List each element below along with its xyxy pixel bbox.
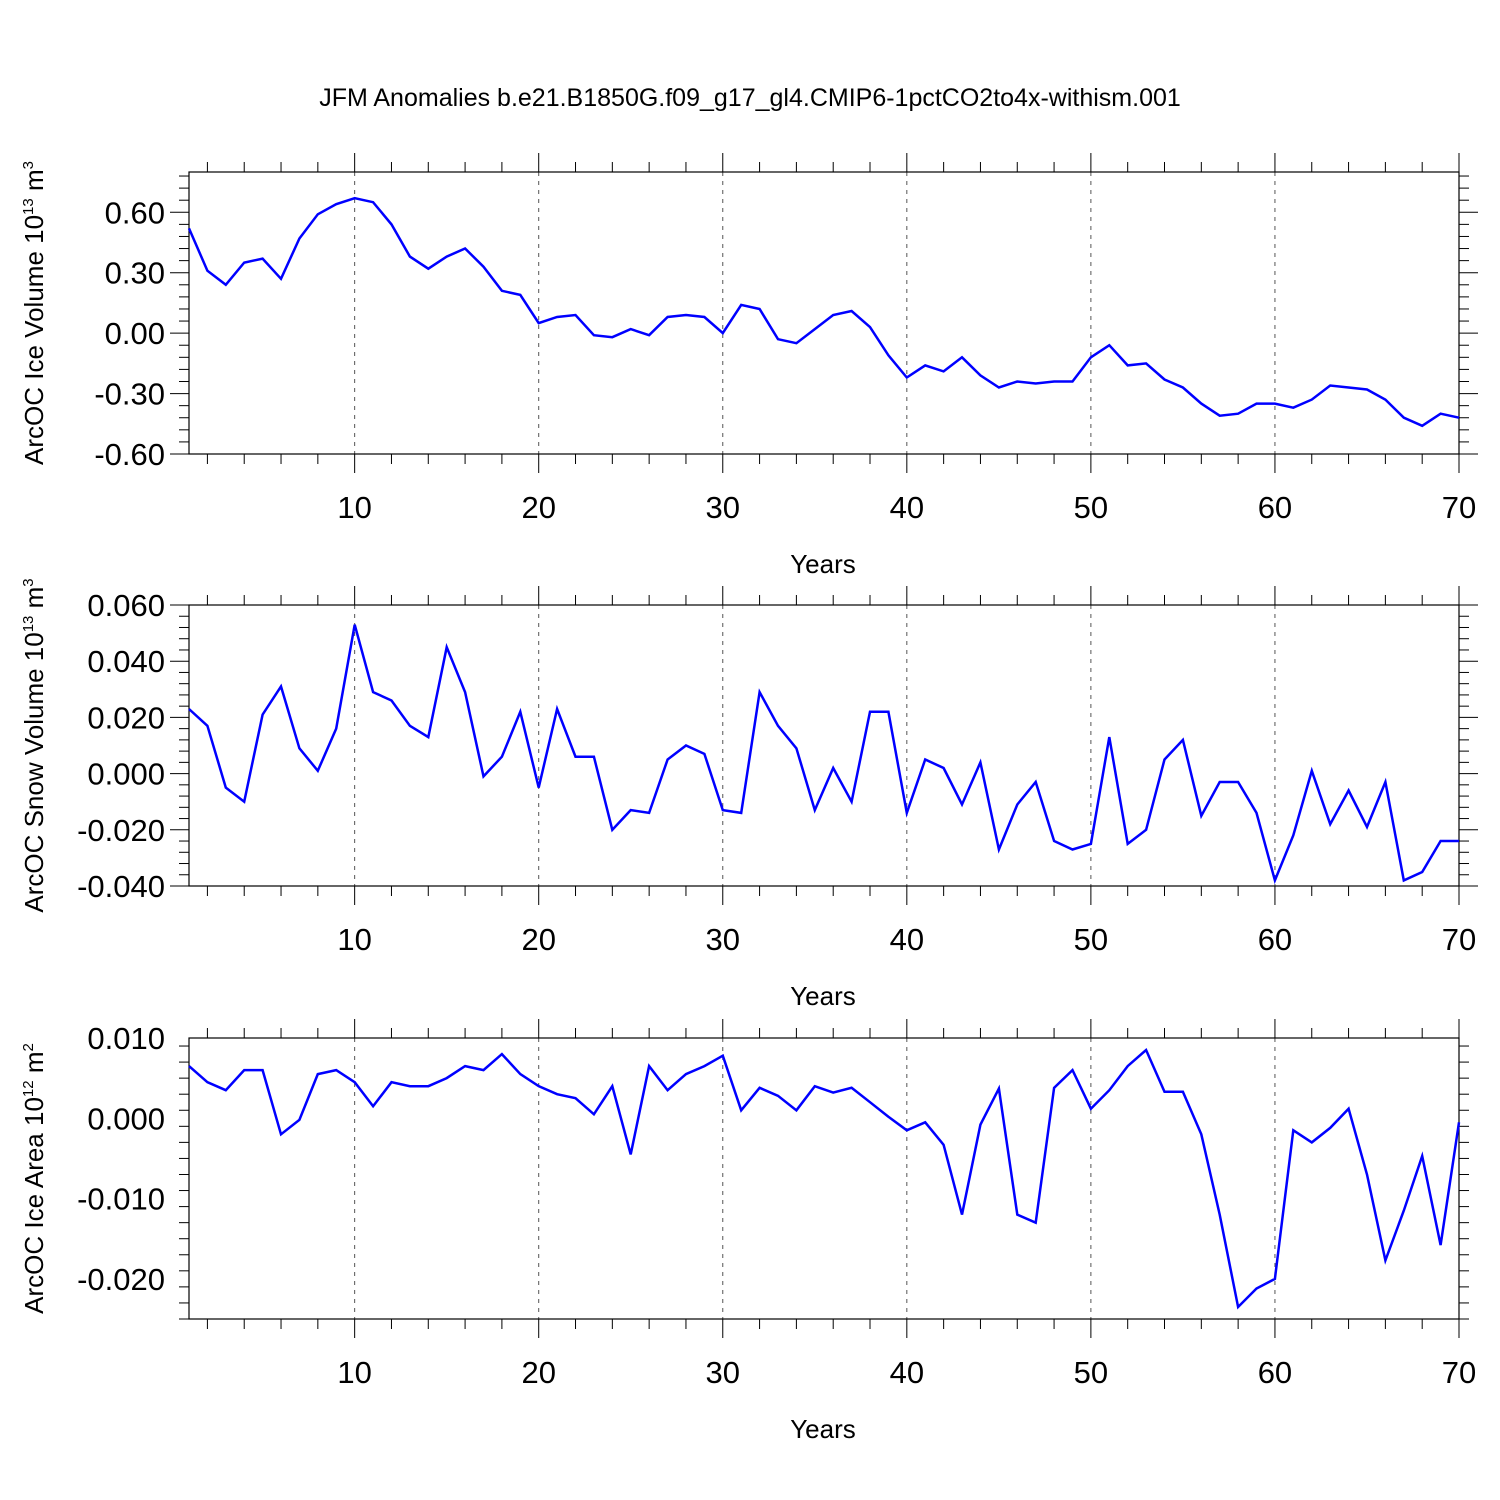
x-tick-label: 70 — [1442, 922, 1476, 957]
x-tick-label: 60 — [1258, 490, 1292, 525]
x-tick-label: 70 — [1442, 1355, 1476, 1390]
x-tick-label: 40 — [890, 922, 924, 957]
y-tick-label: 0.000 — [87, 1101, 165, 1136]
x-tick-label: 70 — [1442, 490, 1476, 525]
y-tick-label: 0.040 — [87, 644, 165, 679]
x-tick-label: 60 — [1258, 1355, 1292, 1390]
y-tick-label: -0.010 — [77, 1182, 165, 1217]
x-axis-label: Years — [790, 549, 856, 579]
series-line — [188, 1047, 1461, 1310]
panels: 10 20 30 40 50 60 70 -0.60 -0.30 0.00 0.30 0.60 Year… — [19, 153, 1478, 1444]
series-line — [187, 196, 1460, 428]
y-tick-label: 0.060 — [87, 588, 165, 623]
series-line — [188, 624, 1459, 885]
y-axis-label: ArcOC Ice Area 1012 m2 — [19, 1043, 49, 1314]
y-axis-label: ArcOC Ice Volume 1013 m3 — [19, 161, 49, 465]
y-tick-label: 0.00 — [105, 316, 165, 351]
x-axis-label: Years — [790, 981, 856, 1011]
y-tick-label: 0.30 — [105, 256, 165, 291]
x-axis-label: Years — [790, 1414, 856, 1444]
chart-title: JFM Anomalies b.e21.B1850G.f09_g17_gl4.C… — [319, 84, 1181, 112]
x-tick-label: 50 — [1074, 490, 1108, 525]
panel-3: 10 20 30 40 50 60 70 -0.020 -0.010 0.000 0.010 Year… — [19, 1019, 1476, 1444]
x-tick-label: 20 — [521, 490, 555, 525]
y-tick-label: 0.010 — [87, 1021, 165, 1056]
panel-2: 10 20 30 40 50 60 70 -0.040 -0.020 0.000 0.020 0.04… — [19, 578, 1478, 1011]
y-tick-label: 0.60 — [105, 195, 165, 230]
x-tick-label: 30 — [706, 922, 740, 957]
x-tick-label: 50 — [1074, 1355, 1108, 1390]
x-tick-label: 40 — [890, 1355, 924, 1390]
x-tick-label: 10 — [337, 1355, 371, 1390]
y-axis-label: ArcOC Snow Volume 1013 m3 — [19, 578, 49, 912]
y-tick-label: -0.30 — [94, 377, 165, 412]
y-tick-label: 0.000 — [87, 757, 165, 792]
y-tick-label: -0.020 — [77, 1262, 165, 1297]
x-tick-label: 40 — [890, 490, 924, 525]
panel-1: 10 20 30 40 50 60 70 -0.60 -0.30 0.00 0.30 0.60 Year… — [19, 153, 1478, 579]
y-tick-label: -0.040 — [77, 869, 165, 904]
x-tick-label: 30 — [706, 1355, 740, 1390]
x-tick-label: 10 — [337, 922, 371, 957]
y-tick-label: -0.60 — [94, 437, 165, 472]
plot-frame — [188, 171, 1460, 455]
x-tick-label: 10 — [337, 490, 371, 525]
x-tick-label: 20 — [521, 922, 555, 957]
y-tick-label: 0.020 — [87, 700, 165, 735]
plot-frame — [188, 604, 1460, 887]
x-tick-label: 50 — [1074, 922, 1108, 957]
x-tick-label: 20 — [521, 1355, 555, 1390]
x-tick-label: 60 — [1258, 922, 1292, 957]
x-tick-label: 30 — [706, 490, 740, 525]
y-tick-label: -0.020 — [77, 813, 165, 848]
plot-frame — [188, 1037, 1460, 1320]
